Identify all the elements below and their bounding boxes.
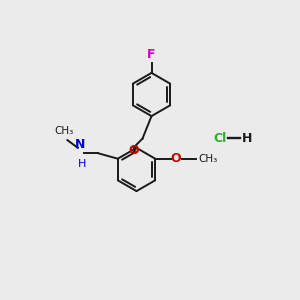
Text: CH₃: CH₃ bbox=[199, 154, 218, 164]
Text: H: H bbox=[78, 159, 86, 169]
Text: N: N bbox=[75, 138, 86, 151]
Text: F: F bbox=[147, 48, 156, 61]
Text: O: O bbox=[170, 152, 181, 165]
Text: CH₃: CH₃ bbox=[54, 126, 74, 136]
Text: O: O bbox=[128, 144, 139, 157]
Text: H: H bbox=[242, 131, 253, 145]
Text: Cl: Cl bbox=[214, 131, 227, 145]
